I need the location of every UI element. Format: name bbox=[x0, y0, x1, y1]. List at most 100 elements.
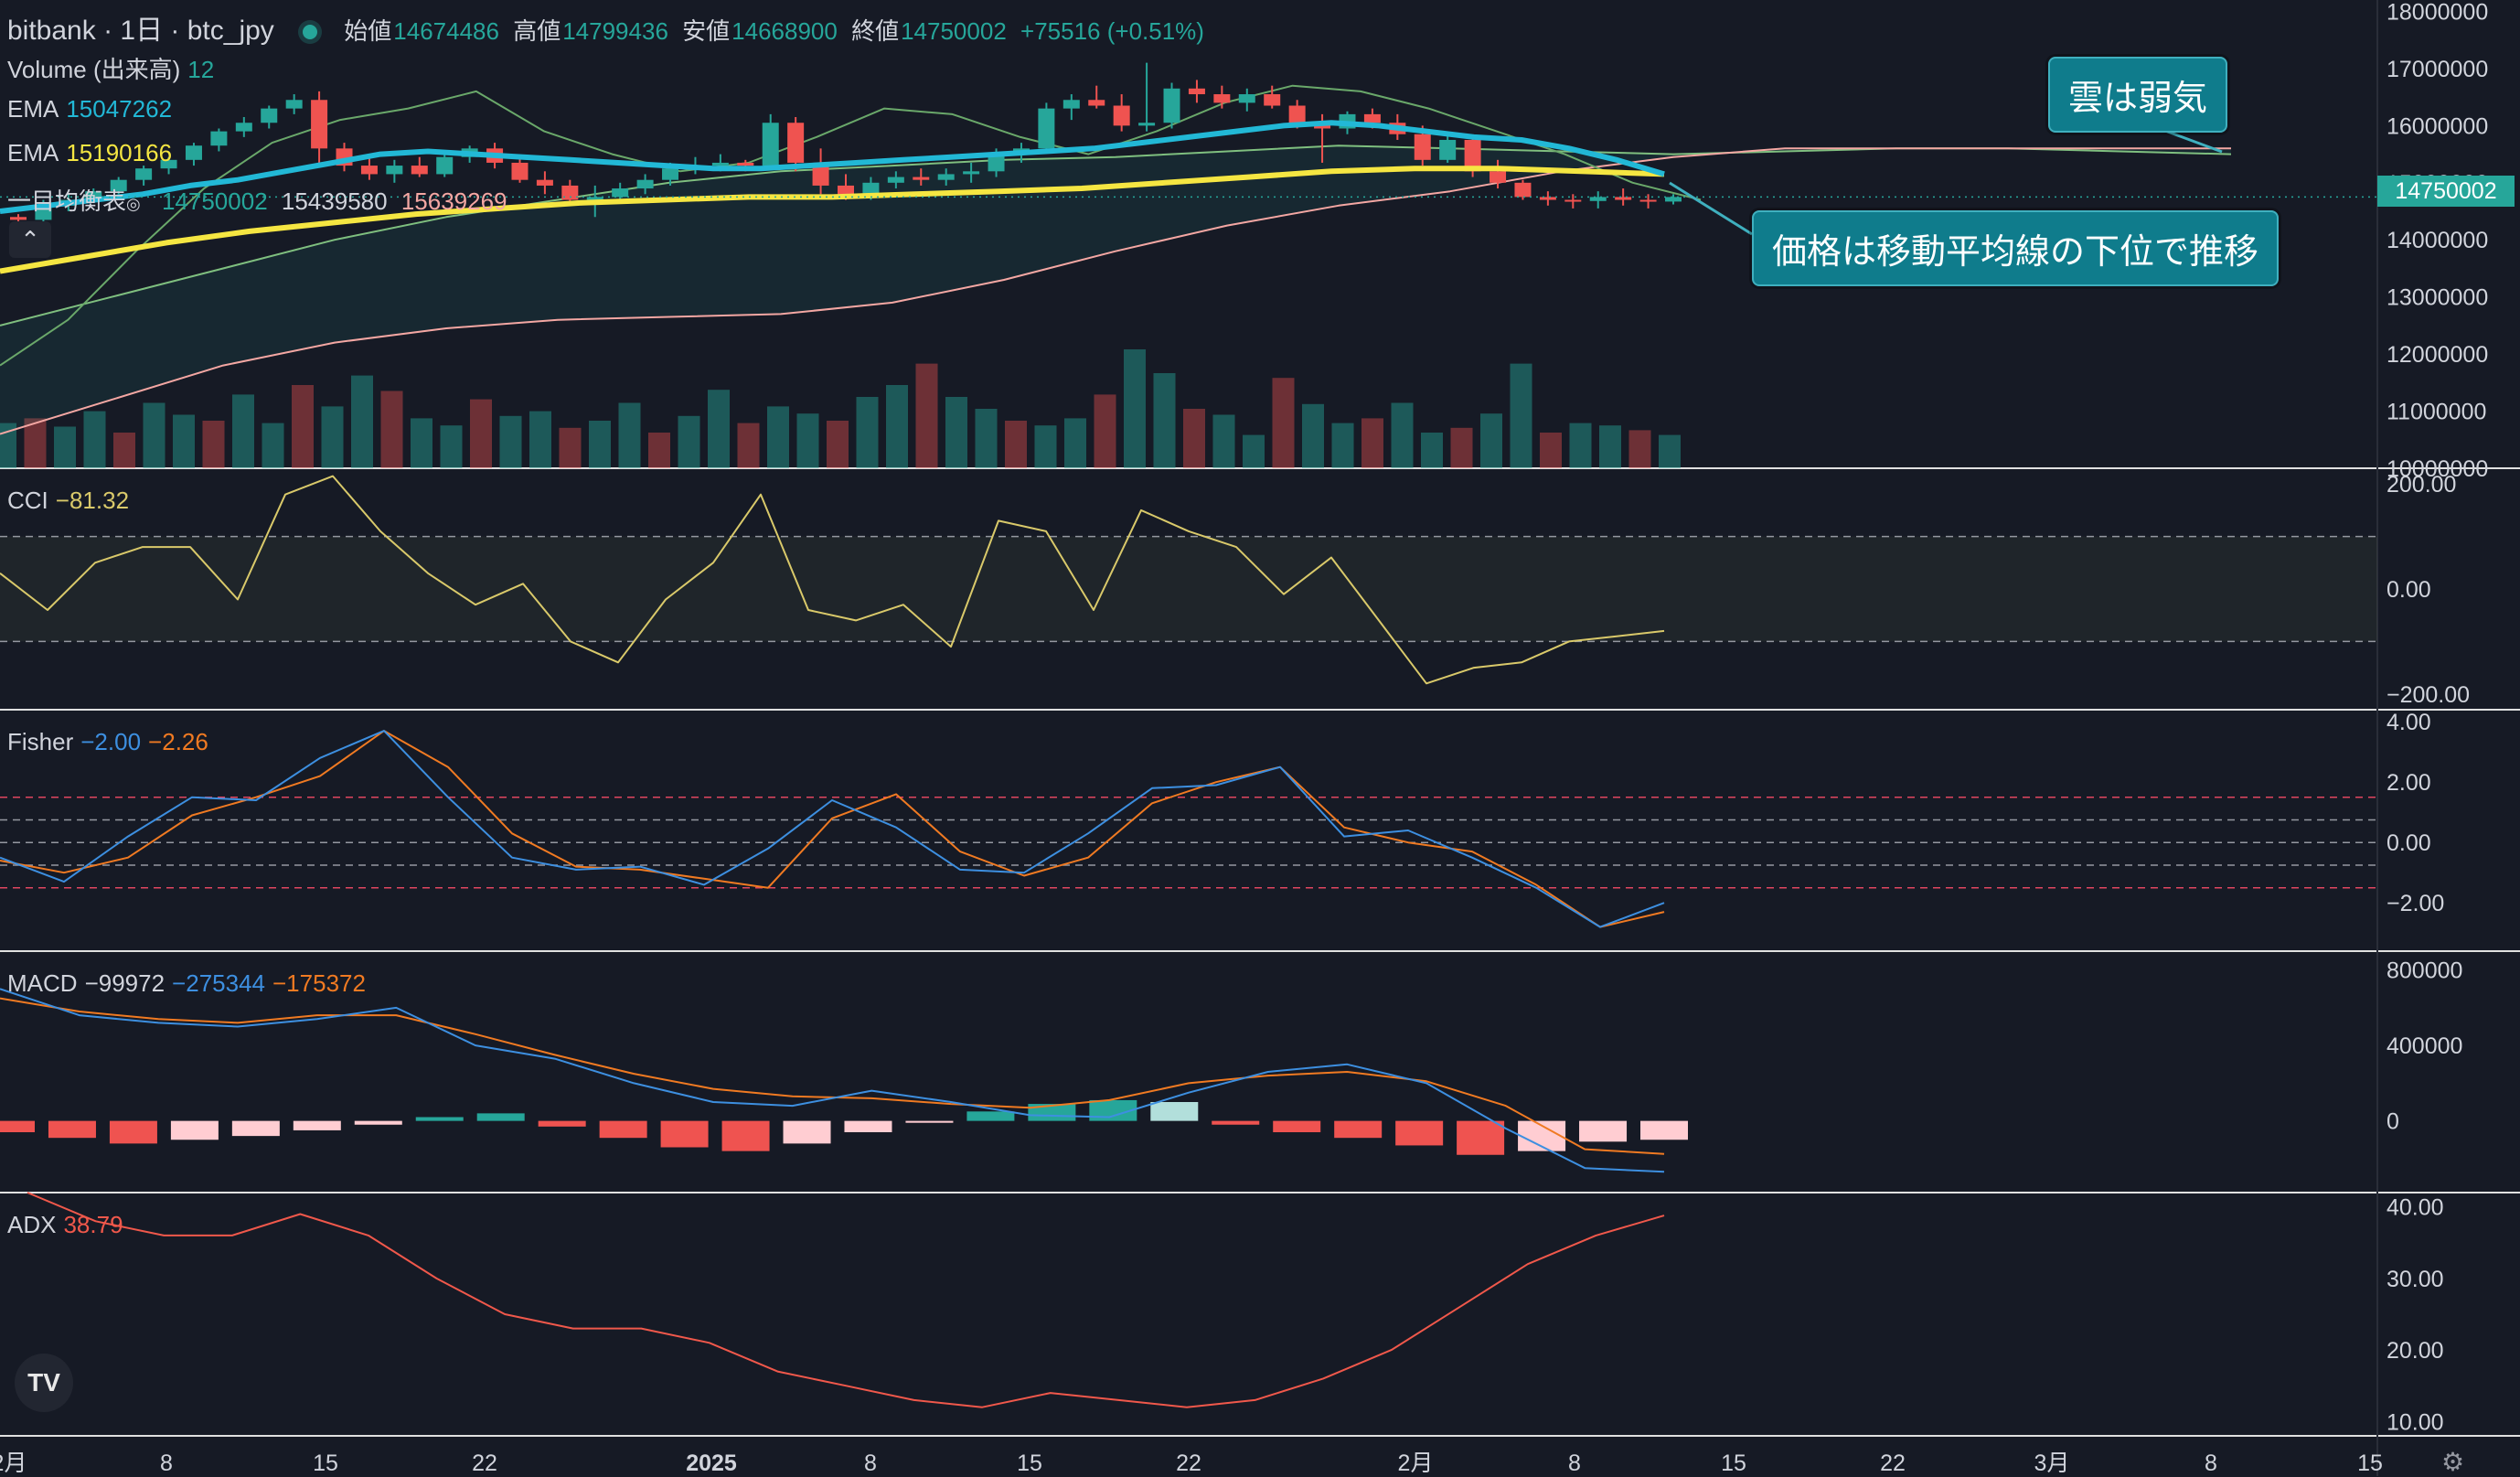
candle-body bbox=[1589, 197, 1607, 201]
ema-slow-legend[interactable]: EMA 15190166 bbox=[7, 139, 179, 167]
volume-bar bbox=[411, 418, 432, 468]
candle-body bbox=[1363, 113, 1381, 123]
price-below-ma-callout[interactable]: 価格は移動平均線の下位で推移 bbox=[1752, 210, 2280, 286]
candle-body bbox=[1490, 171, 1507, 183]
ichimoku-value-3: 15639269 bbox=[400, 187, 507, 215]
candle-body bbox=[737, 162, 754, 166]
volume-bar bbox=[796, 413, 819, 468]
close-label: 終値 bbox=[851, 17, 900, 45]
candle-body bbox=[711, 162, 729, 166]
macd-histogram-bar bbox=[844, 1120, 892, 1132]
candle-body bbox=[887, 177, 904, 183]
fisher-axis-tick: 4.00 bbox=[2387, 710, 2431, 735]
candle-body bbox=[1138, 123, 1156, 126]
ema-fast-legend[interactable]: EMA 15047262 bbox=[7, 95, 179, 123]
macd-histogram-bar bbox=[231, 1120, 280, 1137]
ema-fast-value: 15047262 bbox=[66, 95, 173, 123]
macd-histogram-bar bbox=[1089, 1099, 1137, 1121]
ema-fast-label: EMA bbox=[7, 95, 59, 123]
candle-body bbox=[762, 123, 779, 166]
symbol-title[interactable]: bitbank · 1日 · btc_jpy bbox=[7, 16, 274, 46]
adx-line bbox=[27, 1192, 1665, 1408]
macd-histogram-bar bbox=[1334, 1120, 1383, 1139]
fisher-trigger-line bbox=[0, 730, 1665, 928]
candle-body bbox=[536, 179, 553, 186]
candle-body bbox=[110, 179, 127, 192]
volume-bar bbox=[0, 423, 16, 468]
volume-bar bbox=[1391, 402, 1414, 468]
eye-icon[interactable]: ◎ bbox=[126, 195, 141, 213]
volume-bar bbox=[975, 409, 998, 468]
macd-histogram-bar bbox=[660, 1120, 709, 1148]
volume-bar bbox=[232, 394, 254, 468]
candle-body bbox=[963, 171, 980, 175]
macd-legend[interactable]: MACD −99972 −275344 −175372 bbox=[7, 969, 373, 998]
collapse-legend-button[interactable]: ⌃ bbox=[9, 221, 51, 258]
macd-axis-tick: 0 bbox=[2387, 1109, 2399, 1135]
volume-bar bbox=[113, 433, 135, 468]
candle-body bbox=[1288, 105, 1306, 123]
cci-legend[interactable]: CCI −81.32 bbox=[7, 487, 136, 515]
time-axis-tick: 22 bbox=[1176, 1450, 1201, 1476]
macd-axis-tick: 800000 bbox=[2387, 958, 2462, 984]
time-axis-tick: 15 bbox=[313, 1450, 338, 1476]
volume-bar bbox=[1005, 421, 1027, 468]
volume-bar bbox=[1272, 378, 1295, 468]
fisher-axis-tick: −2.00 bbox=[2387, 891, 2444, 916]
candle-body bbox=[1464, 139, 1481, 172]
time-axis-tick: 8 bbox=[864, 1450, 877, 1476]
macd-histogram-bar bbox=[354, 1120, 402, 1125]
candle-body bbox=[261, 108, 278, 123]
volume-bar bbox=[440, 425, 463, 468]
adx-legend[interactable]: ADX 38.79 bbox=[7, 1211, 131, 1239]
macd-histogram-bar bbox=[1150, 1102, 1199, 1121]
volume-bar bbox=[1599, 425, 1621, 468]
volume-bar bbox=[559, 427, 582, 468]
candle-body bbox=[386, 166, 403, 175]
macd-histogram-bar bbox=[538, 1120, 586, 1127]
volume-bar bbox=[173, 414, 195, 468]
volume-bar bbox=[1034, 425, 1057, 468]
macd-histogram-bar bbox=[0, 1120, 35, 1132]
cloud-bearish-callout[interactable]: 雲は弱気 bbox=[2048, 57, 2228, 133]
adx-axis-tick: 30.00 bbox=[2387, 1267, 2444, 1292]
fisher-legend[interactable]: Fisher −2.00 −2.26 bbox=[7, 728, 216, 756]
volume-bar bbox=[1183, 409, 1205, 468]
volume-legend[interactable]: Volume (出来高) 12 bbox=[7, 51, 221, 85]
candle-body bbox=[135, 168, 153, 180]
fisher-slow-value: −2.26 bbox=[148, 728, 208, 755]
volume-bar bbox=[1243, 434, 1265, 468]
price-axis-tick: 17000000 bbox=[2387, 57, 2488, 82]
candle-body bbox=[1264, 94, 1281, 106]
cci-axis-tick: 200.00 bbox=[2387, 472, 2456, 498]
tradingview-logo-icon[interactable]: TV bbox=[15, 1354, 73, 1412]
macd-histogram-bar bbox=[1212, 1120, 1260, 1125]
candle-body bbox=[636, 179, 654, 189]
volume-label: Volume (出来高) bbox=[7, 56, 181, 83]
candle-body bbox=[787, 123, 805, 163]
volume-bar bbox=[499, 415, 522, 468]
volume-bar bbox=[54, 426, 76, 468]
candle-body bbox=[185, 145, 202, 160]
macd-histogram-bar bbox=[1579, 1120, 1628, 1142]
settings-gear-icon[interactable]: ⚙ bbox=[2441, 1448, 2465, 1476]
volume-bar bbox=[827, 421, 849, 468]
ichimoku-span-a bbox=[0, 144, 2232, 326]
volume-bar bbox=[618, 402, 641, 468]
candle-body bbox=[1539, 197, 1556, 200]
macd-histogram-bar bbox=[293, 1120, 341, 1130]
candle-body bbox=[838, 185, 854, 195]
candle-body bbox=[612, 188, 629, 198]
volume-bar bbox=[1212, 414, 1235, 468]
volume-bar bbox=[945, 397, 967, 468]
ichimoku-lagging-span bbox=[0, 84, 1702, 367]
ichimoku-value-1: 14750002 bbox=[161, 187, 268, 215]
candle-body bbox=[586, 197, 603, 200]
volume-bar bbox=[1331, 423, 1354, 468]
cci-value: −81.32 bbox=[55, 487, 130, 514]
ichimoku-legend[interactable]: 一目均衡表◎ 14750002 15439580 15639269 bbox=[7, 183, 515, 217]
macd-histogram-bar bbox=[966, 1111, 1015, 1121]
volume-bar bbox=[470, 399, 492, 468]
volume-bar bbox=[1450, 427, 1473, 468]
